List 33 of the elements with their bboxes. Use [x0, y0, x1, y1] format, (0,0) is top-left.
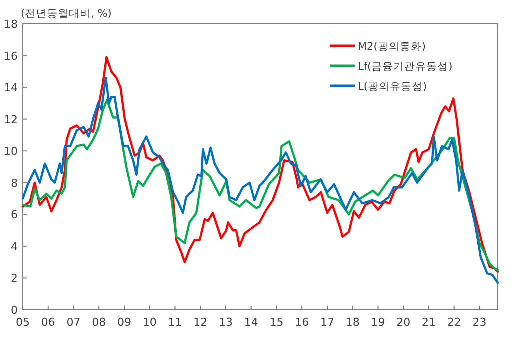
y-axis-title: (전년동월대비, %)	[21, 8, 112, 20]
x-tick-label: 17	[320, 316, 334, 329]
x-tick-label: 09	[117, 316, 132, 329]
x-tick-label: 12	[194, 316, 208, 329]
x-tick-label: 20	[396, 316, 411, 329]
x-tick-label: 19	[371, 316, 386, 329]
y-tick-label: 14	[4, 82, 18, 95]
x-tick-label: 13	[218, 316, 233, 329]
x-tick-label: 08	[92, 316, 106, 329]
x-tick-label: 11	[168, 316, 182, 329]
y-tick-label: 10	[4, 145, 18, 158]
y-tick-label: 16	[4, 50, 18, 63]
y-tick-label: 6	[11, 208, 18, 222]
y-tick-label: 12	[4, 113, 18, 126]
x-tick-label: 15	[270, 316, 284, 329]
y-tick-label: 0	[11, 304, 18, 317]
x-tick-label: 06	[41, 316, 56, 329]
x-tick-label: 18	[346, 316, 360, 329]
x-tick-label: 23	[472, 316, 487, 329]
legend-label: M2(광의통화)	[358, 41, 426, 53]
x-tick-label: 05	[16, 316, 30, 329]
y-tick-label: 2	[11, 272, 18, 286]
y-tick-label: 8	[11, 176, 18, 190]
x-tick-label: 16	[295, 316, 310, 329]
y-tick-label: 18	[4, 18, 18, 31]
legend-label: L(광의유동성)	[358, 81, 428, 93]
x-tick-label: 22	[447, 316, 462, 329]
x-tick-label: 07	[66, 316, 81, 329]
y-tick-label: 4	[11, 240, 18, 254]
x-tick-label: 14	[244, 316, 258, 329]
x-tick-label: 10	[142, 316, 157, 329]
legend-label: Lf(금융기관유동성)	[358, 61, 453, 73]
x-tick-label: 21	[422, 316, 436, 329]
